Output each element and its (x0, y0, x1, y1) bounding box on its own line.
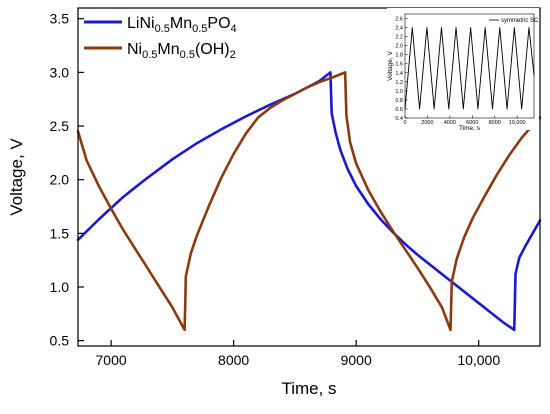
inset-background (387, 8, 539, 130)
legend-label-part: Mn (157, 41, 179, 58)
inset-y-axis-title: Voltage, V (387, 51, 394, 81)
legend-label-part: PO (207, 15, 230, 32)
y-tick-label: 3.5 (50, 11, 70, 27)
inset-y-tick-label: 2.2 (395, 35, 403, 41)
inset-y-tick-label: 0.6 (395, 107, 403, 113)
y-tick-label: 1.5 (50, 225, 70, 241)
inset-series-line-1 (404, 27, 535, 110)
y-tick-label: 3.0 (50, 64, 70, 80)
inset-y-tick-label: 0.8 (395, 98, 403, 104)
legend-label-part: 4 (231, 23, 237, 35)
y-axis-title: Voltage, V (7, 138, 26, 216)
legend-label-part: 2 (230, 49, 236, 61)
legend-label-part: Ni (127, 41, 142, 58)
inset-x-tick-label: 2000 (421, 120, 433, 126)
inset-y-tick-label: 2.4 (395, 26, 403, 32)
legend-label-part: 0.5 (192, 23, 207, 35)
legend-label-part: 0.5 (155, 23, 170, 35)
inset-x-tick-label: 6000 (466, 120, 478, 126)
series-line-2 (76, 71, 542, 332)
x-tick-label: 9000 (341, 352, 372, 368)
y-tick-label: 0.5 (50, 333, 70, 349)
legend-label-part: Mn (170, 15, 192, 32)
inset-x-tick-label: 0 (403, 120, 406, 126)
inset-y-tick-label: 2.6 (395, 17, 403, 23)
inset-y-tick-label: 1.8 (395, 53, 403, 59)
inset-plot: 0 2000 4000 6000 8000 10,000 0.4 0.6 0.8 1.0 1.2 1.… (387, 8, 539, 132)
inset-y-tick-label: 2.0 (395, 44, 403, 50)
y-tick-label: 2.0 (50, 172, 70, 188)
y-tick-label: 2.5 (50, 118, 70, 134)
x-tick-label: 10,000 (457, 352, 500, 368)
x-tick-label: 7000 (96, 352, 127, 368)
x-axis-title: Time, s (281, 379, 336, 398)
inset-y-tick-label: 1.0 (395, 89, 403, 95)
y-tick-label: 1.0 (50, 279, 70, 295)
legend-label-part: (OH) (195, 41, 230, 58)
inset-x-tick-label: 10,000 (509, 120, 526, 126)
legend-label-part: 0.5 (180, 49, 195, 61)
legend-label-1: LiNi0.5Mn0.5PO4 (127, 15, 237, 35)
plot-frame (77, 7, 541, 347)
x-tick-label: 8000 (218, 352, 249, 368)
inset-y-tick-label: 1.2 (395, 80, 403, 86)
inset-x-axis-title: Time, s (459, 125, 481, 132)
inset-y-tick-label: 1.4 (395, 71, 403, 77)
inset-y-tick-label: 1.6 (395, 62, 403, 68)
inset-plot-frame (404, 13, 535, 119)
inset-y-tick-label: 0.4 (395, 116, 403, 122)
inset-legend-label: symmetric SC (501, 18, 539, 24)
legend-label-2: Ni0.5Mn0.5(OH)2 (127, 41, 236, 61)
series-line-1 (76, 71, 542, 332)
legend-label-part: LiNi (127, 15, 155, 32)
main-plot: 7000 8000 9000 10,000 0.5 1.0 1.5 2.0 2.5 3.0 3.5 T… (7, 7, 542, 398)
legend-label-part: 0.5 (142, 49, 157, 61)
inset-x-tick-label: 8000 (489, 120, 501, 126)
inset-x-tick-label: 4000 (444, 120, 456, 126)
